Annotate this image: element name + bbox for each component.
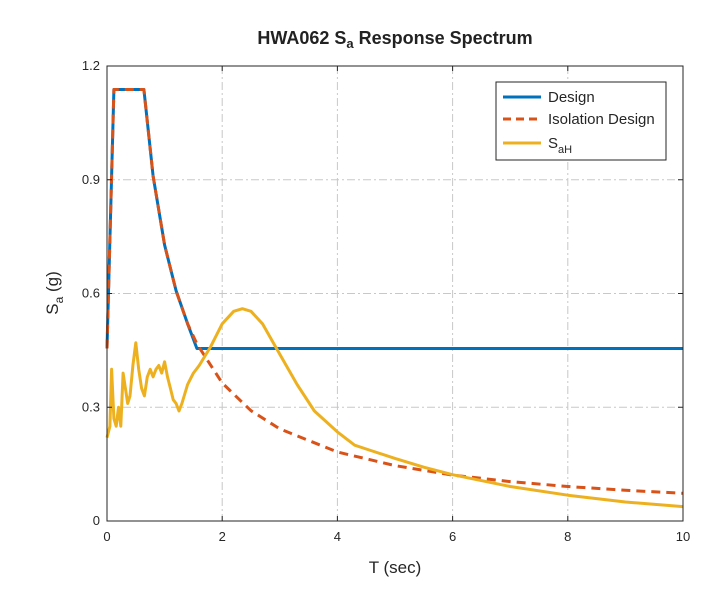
y-tick-label: 0.6	[82, 286, 100, 301]
y-tick-label: 0.3	[82, 399, 100, 414]
legend-label-isolation: Isolation Design	[548, 111, 655, 128]
x-tick-label: 6	[449, 529, 456, 544]
legend-box	[495, 81, 667, 161]
series-group	[105, 88, 684, 509]
y-tick-label: 0.9	[82, 172, 100, 187]
x-tick-label: 8	[564, 529, 571, 544]
legend-label-design: Design	[548, 89, 595, 106]
y-tick-label: 1.2	[82, 58, 100, 73]
axis-ticks: 0 2 4 6 8 10 0 0.3 0.6 0.9 1.2	[82, 58, 690, 544]
y-tick-label: 0	[93, 513, 100, 528]
series-line-isolation-design	[105, 88, 684, 495]
y-axis-label: Sa (g)	[43, 271, 66, 315]
x-tick-label: 0	[103, 529, 110, 544]
legend-label-sah: SaH	[548, 135, 572, 156]
series-line-sah	[105, 307, 684, 509]
x-tick-label: 2	[219, 529, 226, 544]
chart-title: HWA062 Sa Response Spectrum	[257, 28, 533, 51]
x-axis-label: T (sec)	[369, 558, 422, 577]
x-tick-label: 4	[334, 529, 341, 544]
x-tick-label: 10	[676, 529, 690, 544]
legend: Design Isolation Design SaH	[495, 81, 667, 161]
